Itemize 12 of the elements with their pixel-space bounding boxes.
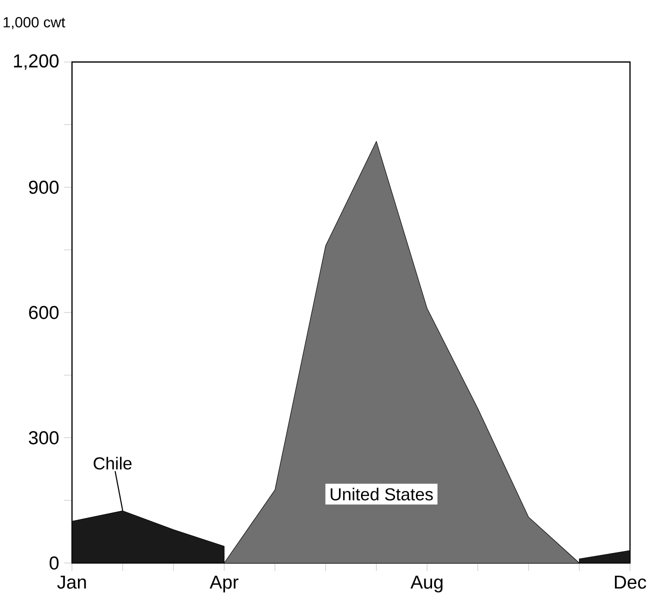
x-tick-label: Apr [210,576,238,592]
series-label: United States [330,488,433,500]
text: Chile [94,456,132,470]
y-tick-label: 600 [29,306,59,320]
x-tick-label: Jan [57,576,86,589]
y-tick-label: 900 [29,180,59,194]
y-tick-label: 1,200 [14,54,59,70]
y-tick-label: 0 [50,556,59,570]
x-tick-label: Dec [614,576,646,589]
x-tick-label: Aug [410,576,442,592]
y-tick-label: 300 [28,431,59,444]
y-axis-title: 1,000 cwt [4,17,66,30]
